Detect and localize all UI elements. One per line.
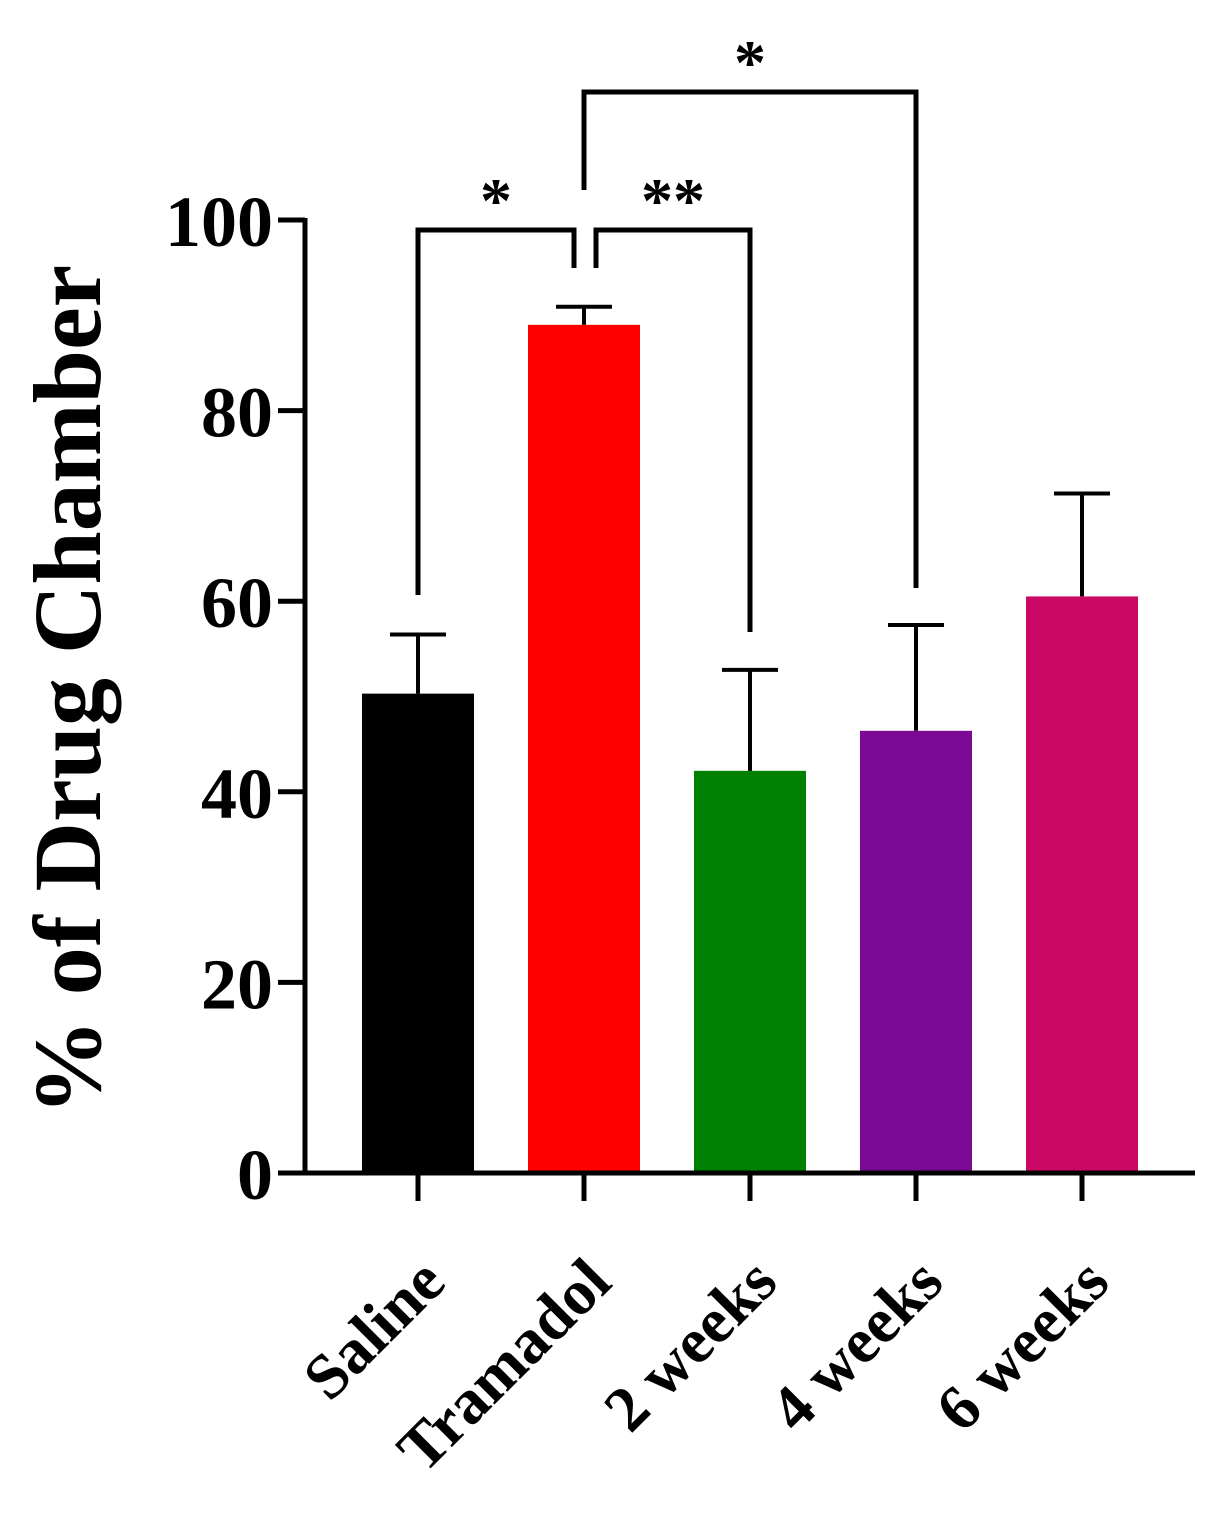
bracket-line (593, 227, 753, 632)
significance-label: * (480, 165, 512, 236)
y-tick-label-100: 100 (165, 182, 273, 262)
bar-saline (362, 693, 474, 1173)
bars-layer (362, 324, 1138, 1174)
error-bar-6-weeks (1054, 491, 1110, 597)
y-tick-label-20: 20 (201, 944, 273, 1024)
significance-bracket-tramadol-4-weeks (581, 89, 919, 588)
x-tick-label-4-weeks: 4 weeks (756, 1245, 956, 1445)
y-tick-label-60: 60 (201, 563, 273, 643)
bar-4-weeks (860, 730, 972, 1173)
x-tick-label-6-weeks: 6 weeks (922, 1245, 1122, 1445)
y-tick-label-40: 40 (201, 754, 273, 834)
bracket-line (415, 227, 577, 595)
significance-label: ** (641, 165, 705, 236)
error-bar-2-weeks (722, 667, 778, 771)
significance-bracket-tramadol-2-weeks (593, 227, 753, 632)
error-bar-saline (390, 632, 446, 694)
y-axis-label: % of Drug Chamber (14, 265, 121, 1116)
bar-2-weeks (694, 770, 806, 1173)
significance-bracket-saline-tramadol (415, 227, 577, 595)
error-bars-layer (390, 304, 1110, 771)
y-tick-label-0: 0 (237, 1135, 273, 1215)
bracket-line (581, 89, 919, 588)
significance-label: * (734, 27, 766, 98)
bar-tramadol (528, 324, 640, 1174)
error-bar-4-weeks (888, 623, 944, 731)
x-tick-label-2-weeks: 2 weeks (590, 1245, 790, 1445)
error-bar-tramadol (556, 304, 612, 325)
y-tick-label-80: 80 (201, 373, 273, 453)
significance-brackets-layer: * *** (415, 27, 919, 632)
bar-6-weeks (1026, 596, 1138, 1173)
